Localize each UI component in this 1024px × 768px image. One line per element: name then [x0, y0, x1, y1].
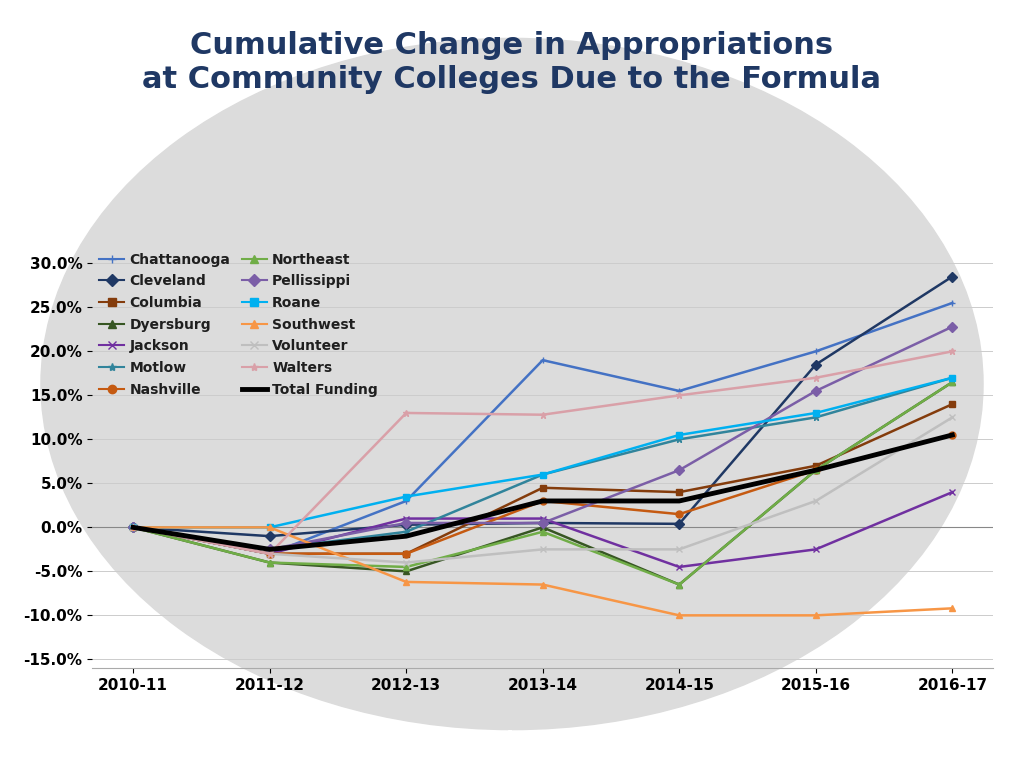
Text: 12: 12 [966, 731, 993, 750]
Text: Cumulative Change in Appropriations
at Community Colleges Due to the Formula: Cumulative Change in Appropriations at C… [142, 31, 882, 94]
Text: Tennessee Higher Education Commission: Tennessee Higher Education Commission [31, 730, 545, 750]
Legend: Chattanooga, Cleveland, Columbia, Dyersburg, Jackson, Motlow, Nashville, Northea: Chattanooga, Cleveland, Columbia, Dyersb… [99, 253, 378, 396]
